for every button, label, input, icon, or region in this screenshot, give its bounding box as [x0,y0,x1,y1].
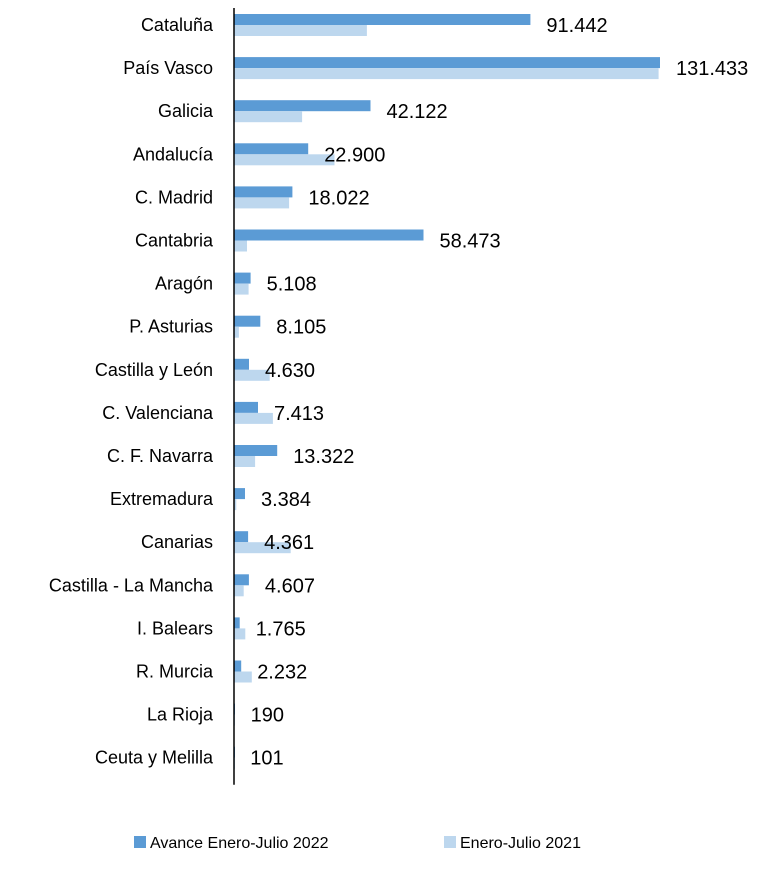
bar-series-1-3 [234,143,309,155]
category-label: C. Madrid [135,187,213,207]
value-label: 5.108 [267,274,317,296]
bar-series-2-6 [234,283,249,295]
category-label: Andalucía [133,144,214,164]
bar-series-1-10 [234,445,278,456]
value-label: 190 [251,705,284,727]
bar-series-2-5 [234,240,247,252]
value-label: 4.607 [265,575,315,597]
value-label: 131.433 [676,58,748,80]
category-label: La Rioja [147,705,214,725]
value-label: 18.022 [308,187,369,209]
bar-series-2-15 [234,671,252,683]
bar-series-2-0 [234,25,367,36]
value-label: 101 [250,748,283,770]
category-label: Castilla - La Mancha [49,575,214,595]
bar-series-2-9 [234,412,273,424]
value-label: 42.122 [387,101,448,123]
bar-series-1-7 [234,315,261,327]
bar-series-2-14 [234,628,246,640]
category-label: Canarias [141,532,213,552]
value-label: 91.442 [546,15,607,37]
bar-series-2-3 [234,154,335,166]
bar-series-1-15 [234,660,242,672]
bar-series-1-9 [234,401,258,413]
bar-series-1-12 [234,531,249,543]
category-label: País Vasco [123,58,213,78]
bar-series-1-0 [234,14,531,25]
category-labels: Cataluña País Vasco Galicia Andalucía C. Mad… [49,15,214,768]
category-label: Castilla y León [95,360,213,380]
bar-series-1-5 [234,229,424,241]
bar-series-1-1 [234,57,660,69]
category-label: C. F. Navarra [107,446,214,466]
bar-series-2-12 [234,542,291,554]
value-label: 7.413 [274,403,324,425]
bar-series-2-1 [234,68,659,80]
legend-swatch-series-2 [444,836,456,848]
legend-label-series-1: Avance Enero-Julio 2022 [150,835,329,852]
value-label: 2.232 [257,662,307,684]
value-label: 3.384 [261,489,311,511]
bar-series-2-2 [234,111,303,123]
category-label: Cantabria [135,231,214,251]
category-label: C. Valenciana [102,403,214,423]
value-label: 13.322 [293,446,354,468]
bar-series-2-8 [234,369,270,381]
category-label: Ceuta y Melilla [95,748,214,768]
value-label: 58.473 [440,231,501,253]
value-label: 4.630 [265,360,315,382]
bar-series-1-2 [234,100,371,112]
category-label: I. Balears [137,618,213,638]
bars-group [234,14,660,769]
category-label: R. Murcia [136,662,214,682]
bar-series-1-6 [234,272,251,284]
bar-series-1-4 [234,186,293,198]
value-label: 4.361 [264,532,314,554]
category-label: Aragón [155,274,213,294]
bar-series-1-14 [234,617,240,629]
bar-series-2-13 [234,585,244,597]
bar-series-1-11 [234,488,245,500]
value-label: 8.105 [276,317,326,339]
bar-series-1-8 [234,358,249,370]
value-label: 1.765 [256,618,306,640]
legend-swatch-series-1 [134,836,146,848]
legend: Avance Enero-Julio 2022 Enero-Julio 2021 [134,835,581,852]
bar-series-2-11 [234,499,237,511]
category-label: Extremadura [110,489,214,509]
category-label: Cataluña [141,15,214,35]
category-label: Galicia [158,101,214,121]
legend-label-series-2: Enero-Julio 2021 [460,835,581,852]
bar-series-2-7 [234,326,239,338]
bar-series-2-4 [234,197,290,209]
bar-series-2-10 [234,456,256,467]
category-label: P. Asturias [129,317,213,337]
value-label: 22.900 [324,144,385,166]
bar-series-1-13 [234,574,249,586]
